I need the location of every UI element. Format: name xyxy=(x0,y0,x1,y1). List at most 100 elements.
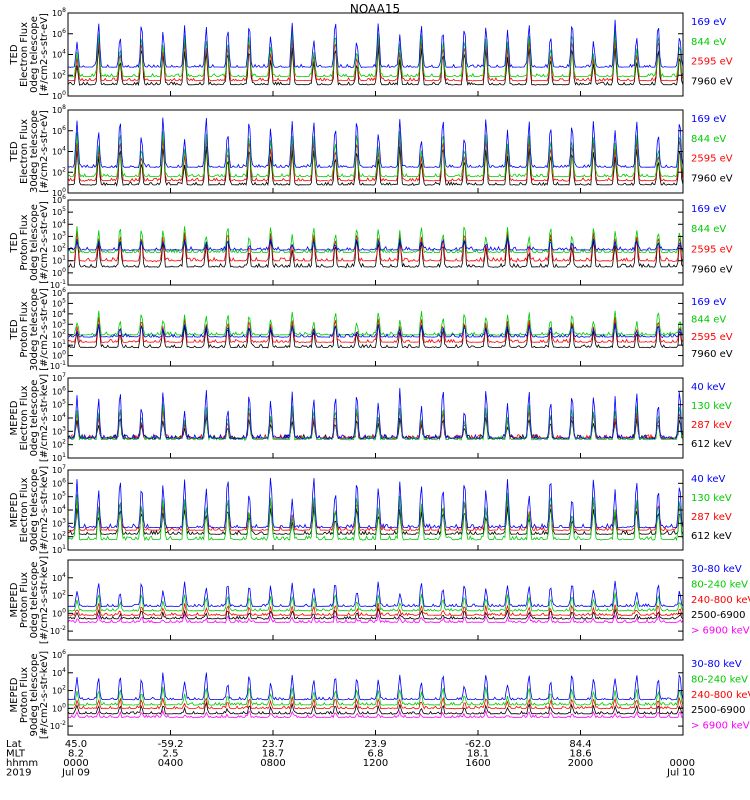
ylabel-line-1-2: 30deg telescope xyxy=(29,110,40,193)
ylabel-line-2-2: 0deg telescope xyxy=(29,204,40,281)
series-line-1-1 xyxy=(67,136,684,183)
series-line-3-2 xyxy=(67,310,684,337)
ylabel-line-2-0: TED xyxy=(9,232,20,253)
series-line-5-3 xyxy=(67,477,684,529)
xtick-label-2-2: 0800 xyxy=(260,758,285,769)
legend-entry-2-1: 844 eV xyxy=(691,224,726,235)
ytick-label-3-6: 105 xyxy=(52,297,66,308)
ylabel-line-7-1: Proton Flux xyxy=(19,667,30,723)
legend-entry-3-3: 7960 eV xyxy=(691,349,733,360)
ytick-label-2-7: 106 xyxy=(52,194,66,205)
ylabel-line-4-0: MEPED xyxy=(9,400,20,435)
ytick-label-3-2: 101 xyxy=(52,339,66,350)
ylabel-7: MEPED Proton Flux 90deg telescope [#/cm2-s-… xyxy=(9,651,50,739)
legend-entry-0-2: 2595 eV xyxy=(691,57,733,68)
ylabel-line-1-0: TED xyxy=(9,141,20,162)
x-row-label-1: MLT xyxy=(6,749,26,760)
ytick-label-2-0: 10-1 xyxy=(50,279,66,290)
xtick-label-4-2: 1600 xyxy=(465,758,490,769)
series-line-6-3 xyxy=(67,592,684,612)
ytick-label-3-4: 103 xyxy=(52,318,66,329)
legend-entry-0-1: 844 eV xyxy=(691,37,726,48)
legend-entry-5-1: 130 keV xyxy=(691,493,732,504)
legend-entry-7-4: > 6900 keV xyxy=(691,721,750,732)
ylabel-line-3-0: TED xyxy=(9,319,20,340)
legend-entry-7-1: 80-240 keV xyxy=(691,674,748,685)
ytick-label-5-4: 105 xyxy=(52,491,66,502)
ytick-label-6-3: 104 xyxy=(52,572,66,583)
ytick-label-3-3: 102 xyxy=(52,329,66,340)
ytick-label-2-3: 102 xyxy=(52,243,66,254)
ytick-label-2-4: 103 xyxy=(52,230,66,241)
series-line-2-3 xyxy=(67,237,684,252)
series-line-0-0 xyxy=(67,45,684,87)
series-line-7-2 xyxy=(68,696,684,710)
series-line-1-2 xyxy=(67,131,684,178)
x-row-label-0: Lat xyxy=(6,739,22,750)
ylabel-1: TED Electron Flux 30deg telescope [#/cm2-s-… xyxy=(9,110,50,193)
ytick-label-0-0: 100 xyxy=(52,90,66,101)
panel-frame-2 xyxy=(67,199,684,286)
series-line-7-4 xyxy=(67,672,684,701)
ytick-label-1-4: 108 xyxy=(52,104,66,115)
legend-entry-7-2: 240-800 keV xyxy=(691,690,750,701)
series-line-2-1 xyxy=(68,230,684,263)
xtick-label-3-0: 23.9 xyxy=(364,739,386,750)
ytick-label-6-2: 102 xyxy=(52,590,66,601)
legend-entry-6-1: 80-240 keV xyxy=(691,579,748,590)
xtick-label-2-0: 23.7 xyxy=(262,739,284,750)
ylabel-line-6-2: 0deg telescope xyxy=(29,562,40,639)
ytick-label-6-0: 10-2 xyxy=(50,625,66,636)
ytick-label-5-6: 107 xyxy=(52,464,66,475)
series-line-0-2 xyxy=(67,29,684,79)
ylabel-4: MEPED Electron Flux 0deg telescope [#/cm2-s… xyxy=(9,374,50,462)
ytick-label-7-1: 100 xyxy=(52,702,66,713)
xtick-label-6-2: 0000 xyxy=(670,758,695,769)
legend-entry-3-1: 844 eV xyxy=(691,314,726,325)
xtick-label-0-3: Jul 09 xyxy=(61,768,90,779)
xtick-label-3-1: 6.8 xyxy=(368,749,384,760)
xtick-label-3-2: 1200 xyxy=(363,758,388,769)
series-line-6-2 xyxy=(68,603,684,617)
ylabel-line-1-1: Electron Flux xyxy=(19,119,30,184)
legend-entry-6-3: 2500-6900 xyxy=(691,610,746,621)
ytick-label-0-4: 108 xyxy=(52,7,66,18)
legend-entry-4-1: 130 keV xyxy=(691,401,732,412)
legend-entry-5-0: 40 keV xyxy=(691,474,725,485)
ytick-label-2-1: 100 xyxy=(52,267,66,278)
ylabel-line-0-2: 0deg telescope xyxy=(29,16,40,93)
x-row-label-3: 2019 xyxy=(6,768,31,779)
ytick-label-3-7: 106 xyxy=(52,287,66,298)
xtick-label-4-1: 18.1 xyxy=(467,749,489,760)
legend-entry-6-2: 240-800 keV xyxy=(691,595,750,606)
series-line-3-0 xyxy=(67,322,684,349)
legend-entry-4-2: 287 keV xyxy=(691,420,732,431)
ylabel-line-5-2: 90deg telescope xyxy=(29,468,40,551)
series-line-5-2 xyxy=(67,492,684,542)
series-line-0-1 xyxy=(68,38,684,82)
ytick-label-6-1: 100 xyxy=(52,607,66,618)
legend-entry-2-0: 169 eV xyxy=(691,204,726,215)
series-line-1-3 xyxy=(67,117,684,169)
ytick-label-5-5: 106 xyxy=(52,477,66,488)
xtick-label-5-2: 2000 xyxy=(568,758,593,769)
panel-frame-3 xyxy=(67,292,684,367)
ytick-label-4-3: 104 xyxy=(52,412,66,423)
xtick-label-5-0: 84.4 xyxy=(569,739,591,750)
legend-entry-0-0: 169 eV xyxy=(691,17,726,28)
ytick-label-0-1: 102 xyxy=(52,69,66,80)
ytick-label-7-4: 106 xyxy=(52,649,66,660)
series-line-4-3 xyxy=(67,388,684,440)
series-line-1-0 xyxy=(68,146,684,187)
legend-entry-1-1: 844 eV xyxy=(691,134,726,145)
ytick-label-7-2: 102 xyxy=(52,685,66,696)
ytick-label-1-3: 106 xyxy=(52,125,66,136)
ytick-label-5-0: 101 xyxy=(52,544,66,555)
ytick-label-2-2: 101 xyxy=(52,255,66,266)
legend-entry-1-3: 7960 eV xyxy=(691,173,733,184)
legend-entry-7-0: 30-80 keV xyxy=(691,659,742,670)
ylabel-line-6-0: MEPED xyxy=(9,582,20,617)
legend-entry-3-0: 169 eV xyxy=(691,297,726,308)
ytick-label-7-0: 10-2 xyxy=(50,720,66,731)
